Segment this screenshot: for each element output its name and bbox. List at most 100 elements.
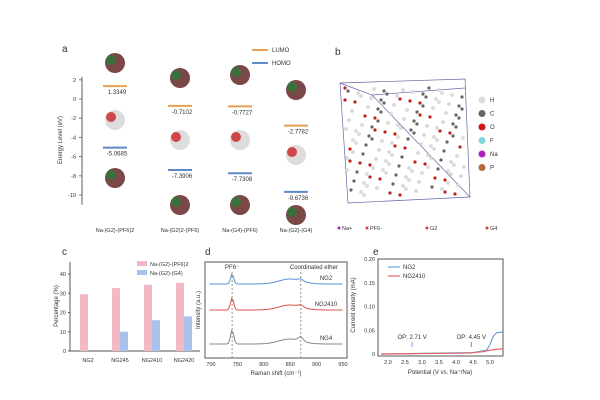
panel-label-c: c bbox=[62, 247, 67, 258]
atom bbox=[366, 105, 370, 109]
x-tick-label: 850 bbox=[286, 362, 295, 368]
atom bbox=[387, 162, 391, 166]
atom bbox=[457, 104, 461, 108]
species-label: G2 bbox=[430, 226, 437, 232]
atom bbox=[370, 137, 374, 141]
atom bbox=[382, 89, 386, 93]
bar-g2-pf6 bbox=[112, 288, 120, 351]
legend-label: Na bbox=[490, 152, 498, 158]
atom bbox=[440, 187, 444, 191]
bar-g2-pf6 bbox=[176, 282, 184, 351]
x-tick-label: 2.0 bbox=[384, 360, 392, 366]
atom bbox=[353, 100, 357, 104]
panel-label-e: e bbox=[373, 247, 379, 258]
atom bbox=[346, 89, 350, 93]
atom bbox=[380, 139, 384, 143]
molecule-orbital bbox=[231, 67, 241, 77]
molecule-orbital bbox=[106, 55, 116, 65]
atom bbox=[360, 123, 364, 127]
x-tick-label: 950 bbox=[338, 362, 347, 368]
y-axis-label: Percentage (%) bbox=[54, 285, 60, 327]
legend-label: Na-(G2)-(PF6)2 bbox=[150, 262, 189, 268]
atom bbox=[437, 88, 441, 92]
panel-label-b: b bbox=[335, 47, 341, 58]
atom bbox=[390, 141, 394, 145]
atom bbox=[462, 165, 466, 169]
atom bbox=[345, 168, 349, 172]
atom bbox=[431, 106, 435, 110]
atom bbox=[398, 97, 402, 101]
atom bbox=[453, 192, 457, 196]
atom bbox=[444, 111, 448, 115]
atom bbox=[345, 156, 349, 160]
molecule-orbital bbox=[106, 112, 116, 122]
y-tick-label: 0.20 bbox=[364, 257, 375, 263]
atom bbox=[457, 116, 461, 120]
atom bbox=[435, 138, 439, 142]
atom bbox=[438, 129, 442, 133]
y-axis-label: Intensity (a.u.) bbox=[196, 291, 202, 329]
atom bbox=[423, 162, 427, 166]
atom bbox=[460, 95, 464, 99]
atom bbox=[393, 144, 397, 148]
x-tick-label: 750 bbox=[233, 362, 242, 368]
curve-ng24_10 bbox=[381, 348, 504, 355]
atom bbox=[359, 190, 363, 194]
atom bbox=[419, 142, 423, 146]
atom bbox=[421, 104, 425, 108]
y-tick-label: 30 bbox=[60, 291, 66, 297]
atom bbox=[427, 86, 431, 90]
y-tick-label: 0 bbox=[73, 97, 76, 103]
atom bbox=[436, 167, 440, 171]
atom bbox=[368, 175, 372, 179]
legend-label: Na-(G2)-(G4) bbox=[150, 271, 183, 277]
atom bbox=[399, 126, 403, 130]
y-tick-label: 10 bbox=[60, 330, 66, 336]
atom bbox=[429, 156, 433, 160]
energy-value-label: -7.3906 bbox=[172, 174, 193, 180]
species-icon bbox=[365, 226, 369, 230]
y-tick-label: 0.05 bbox=[364, 328, 375, 334]
atom bbox=[452, 163, 456, 167]
series-label: NG2410 bbox=[315, 302, 338, 308]
legend-label: LUMO bbox=[272, 48, 290, 54]
bar-g2-pf6 bbox=[144, 284, 152, 351]
atom bbox=[451, 134, 455, 138]
atom bbox=[374, 157, 378, 161]
atom bbox=[364, 143, 368, 147]
bar-g2-g4 bbox=[120, 331, 128, 351]
atom bbox=[368, 163, 372, 167]
atom bbox=[454, 113, 458, 117]
atom bbox=[446, 181, 450, 185]
panel-label-a: a bbox=[62, 44, 68, 55]
atom bbox=[449, 172, 453, 176]
energy-value-label: -2.7782 bbox=[288, 130, 309, 136]
molecule-orbital bbox=[287, 147, 297, 157]
atom bbox=[412, 119, 416, 123]
atom bbox=[351, 138, 355, 142]
y-tick-label: 0.15 bbox=[364, 281, 375, 287]
series-label: NG2 bbox=[320, 276, 333, 282]
atom bbox=[415, 122, 419, 126]
y-axis-label: Energy Level (eV) bbox=[58, 116, 64, 164]
atom bbox=[429, 144, 433, 148]
atom bbox=[428, 115, 432, 119]
atom bbox=[418, 113, 422, 117]
atom bbox=[387, 150, 391, 154]
category-label: Na-(G2)-(G4) bbox=[280, 228, 313, 234]
atom bbox=[409, 128, 413, 132]
atom bbox=[437, 100, 441, 104]
atom bbox=[425, 124, 429, 128]
atom bbox=[369, 96, 373, 100]
atom bbox=[402, 117, 406, 121]
atom bbox=[343, 86, 347, 90]
atom bbox=[450, 93, 454, 97]
atom bbox=[348, 159, 352, 163]
atom bbox=[446, 169, 450, 173]
atom bbox=[365, 184, 369, 188]
y-tick-label: -6 bbox=[71, 155, 76, 161]
atom bbox=[351, 150, 355, 154]
atom bbox=[401, 88, 405, 92]
molecule-orbital bbox=[231, 197, 241, 207]
